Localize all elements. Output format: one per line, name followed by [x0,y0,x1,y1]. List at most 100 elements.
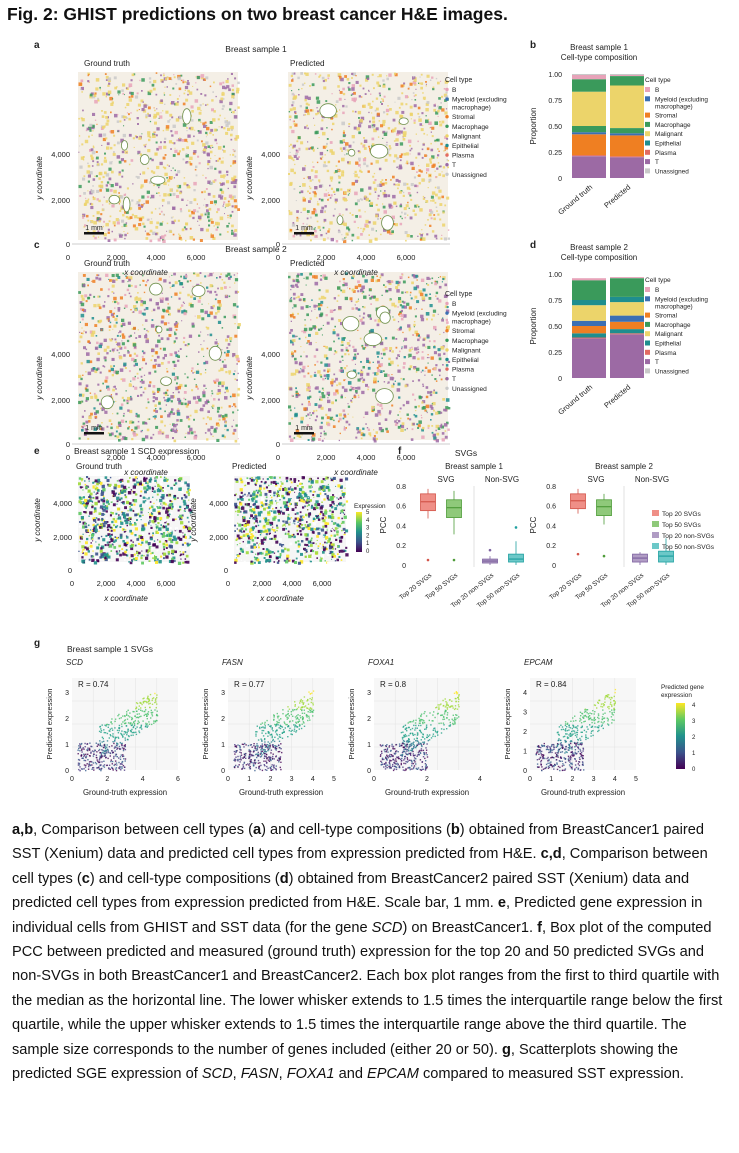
expression-dot [82,496,85,499]
cell-dot [445,364,449,367]
cell-dot [357,378,361,382]
expression-dot [130,489,133,491]
cell-dot [177,391,180,394]
cell-dot [439,203,443,206]
cell-dot [369,297,372,300]
expression-dot [94,523,97,526]
expression-dot [153,540,156,542]
cell-dot [340,344,342,346]
cell-dot [354,110,357,113]
cell-dot [333,309,335,312]
cell-dot [113,238,117,242]
cell-dot [97,97,100,100]
cell-dot [231,224,234,228]
cell-dot [132,429,134,432]
cell-dot [166,370,169,373]
cell-dot [408,356,410,358]
cell-dot [422,143,425,146]
cell-dot [129,334,132,337]
cell-dot [422,343,426,347]
expression-dot [169,499,172,502]
cell-dot [111,291,114,293]
expression-dot [135,559,138,561]
cell-dot [375,160,379,164]
expression-dot [139,504,142,508]
cell-dot [406,162,409,165]
cell-dot [142,101,144,103]
cell-dot [374,372,378,376]
cell-dot [327,77,330,80]
cell-dot [385,108,390,113]
expression-dot [82,501,84,503]
cell-dot [217,389,221,393]
cell-dot [159,222,163,226]
cell-dot [288,210,291,212]
cell-dot [305,305,309,309]
cell-dot [350,401,353,403]
duct-region [319,103,337,119]
cell-dot [372,437,376,441]
cell-dot [122,322,126,326]
cell-dot [373,429,375,431]
cell-dot [341,340,344,344]
cell-dot [105,96,107,98]
expression-dot [160,486,162,488]
cell-dot [378,92,381,95]
cell-dot [81,118,85,122]
cell-dot [231,205,234,208]
cell-dot [316,415,318,418]
cell-dot [92,215,95,217]
cell-dot [126,117,128,119]
expression-dot [156,549,158,552]
cell-dot [234,155,237,158]
cell-dot [412,393,415,396]
cell-dot [354,170,357,174]
cell-dot [178,150,181,153]
cell-dot [418,420,422,424]
cell-dot [234,334,238,338]
cell-dot [142,312,146,316]
cell-dot [99,319,103,323]
cell-dot [204,198,206,200]
cell-dot [413,104,417,108]
expression-dot [187,492,190,495]
cell-dot [98,184,101,188]
cell-dot [396,130,401,134]
cell-dot [395,143,399,146]
cell-dot [294,123,298,127]
cell-dot [316,107,318,109]
cell-dot [434,121,438,125]
cell-dot [302,198,306,202]
cell-dot [326,374,330,378]
cell-dot [114,307,116,309]
cell-dot [368,199,371,202]
cell-dot [223,174,226,178]
cell-dot [353,91,356,95]
cell-dot [182,301,185,303]
cell-dot [214,179,217,182]
cell-dot [356,427,360,430]
cell-dot [380,190,382,192]
cell-dot [387,280,391,284]
expression-dot [95,493,97,495]
cell-dot [395,110,399,115]
cell-dot [169,353,173,357]
cell-dot [174,351,178,355]
cell-dot [291,146,295,149]
cell-dot [193,378,196,380]
cell-dot [217,159,220,162]
cell-dot [217,287,219,290]
cell-dot [178,138,182,142]
expression-dot [321,517,324,520]
expression-dot [124,495,128,499]
cell-dot [183,397,185,400]
cell-dot [127,232,129,234]
expression-dot [133,499,138,503]
cell-dot [305,227,308,230]
expression-dot [258,479,262,483]
cell-dot [119,345,121,348]
expression-dot [95,552,99,556]
cell-dot [372,181,376,184]
cell-dot [89,221,92,223]
cell-dot [338,319,342,322]
